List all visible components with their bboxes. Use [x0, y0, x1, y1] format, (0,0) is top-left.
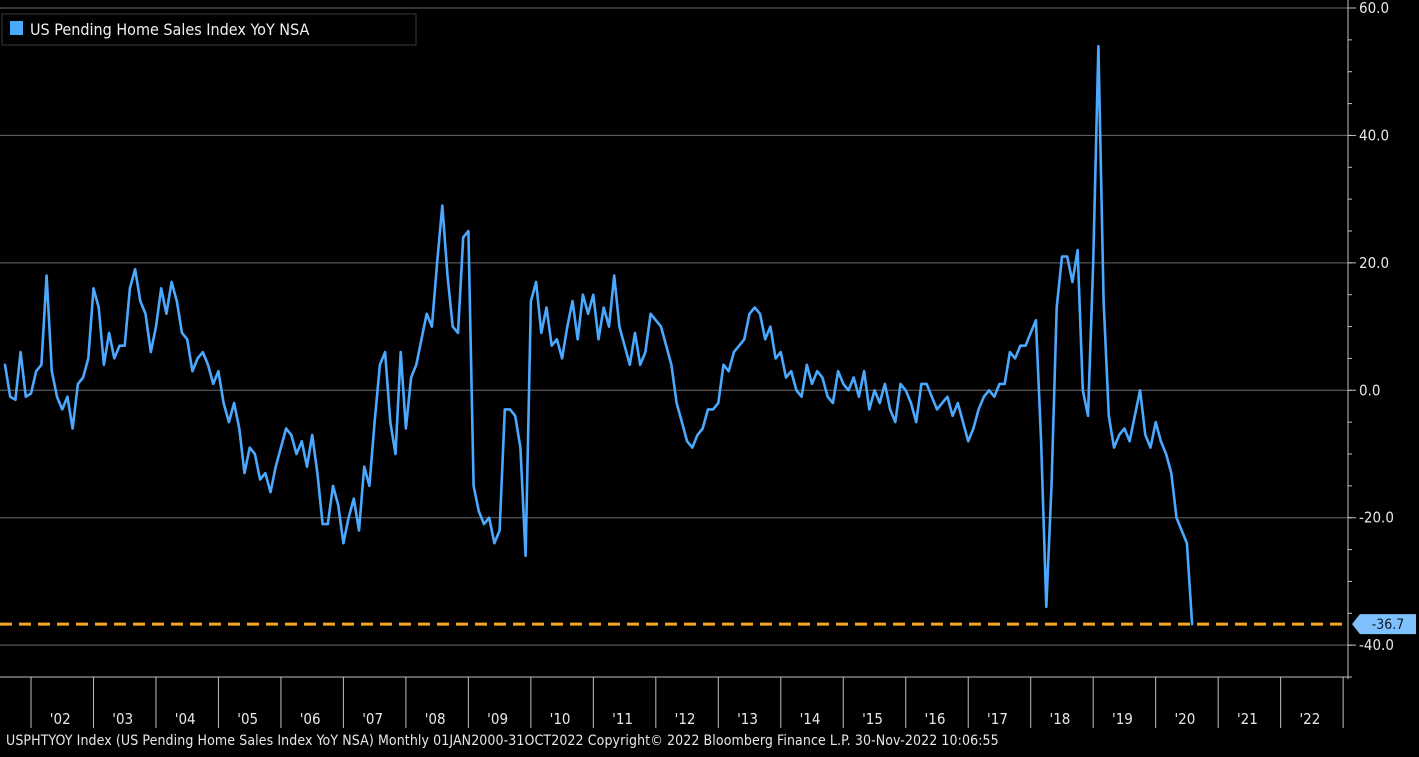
x-tick-label: '03 [112, 710, 133, 728]
x-tick-label: '07 [362, 710, 383, 728]
y-tick-label: -20.0 [1359, 509, 1394, 527]
legend-swatch [10, 21, 23, 35]
x-tick-label: '09 [487, 710, 508, 728]
x-tick-label: '14 [800, 710, 821, 728]
x-tick-label: '21 [1237, 710, 1258, 728]
x-tick-label: '11 [612, 710, 633, 728]
x-tick-label: '08 [425, 710, 446, 728]
y-tick-label: 0.0 [1359, 381, 1380, 399]
x-tick-label: '22 [1299, 710, 1320, 728]
series-layer [3, 44, 1194, 626]
current-value-badge [1352, 614, 1416, 635]
current-value-marker: -36.7 [1352, 614, 1416, 635]
legend-label: US Pending Home Sales Index YoY NSA [30, 20, 310, 39]
x-tick-label: '17 [987, 710, 1008, 728]
y-tick-label: -40.0 [1359, 636, 1394, 654]
x-tick-label: '18 [1050, 710, 1071, 728]
x-tick-label: '15 [862, 710, 883, 728]
y-tick-label: 40.0 [1359, 126, 1389, 144]
legend: US Pending Home Sales Index YoY NSA [1, 13, 417, 46]
x-tick-label: '12 [675, 710, 696, 728]
axis-layer: 60.0 40.0 20.0 0.0 -20.0 -40.0 '02 '03 '04 '05 '06… [0, 0, 1394, 728]
legend-box [1, 13, 417, 46]
x-tick-label: '10 [550, 710, 571, 728]
chart-footer: USPHTYOY Index (US Pending Home Sales In… [6, 733, 999, 749]
current-value-label: -36.7 [1372, 617, 1405, 633]
series-line [3, 44, 1194, 626]
x-tick-label: '13 [737, 710, 758, 728]
x-tick-label: '05 [237, 710, 258, 728]
x-tick-label: '04 [175, 710, 196, 728]
x-tick-label: '02 [50, 710, 71, 728]
y-tick-label: 20.0 [1359, 254, 1389, 272]
x-tick-label: '19 [1112, 710, 1133, 728]
x-tick-label: '06 [300, 710, 321, 728]
x-tick-label: '16 [925, 710, 946, 728]
x-tick-label: '20 [1174, 710, 1195, 728]
y-tick-label: 60.0 [1359, 0, 1389, 17]
